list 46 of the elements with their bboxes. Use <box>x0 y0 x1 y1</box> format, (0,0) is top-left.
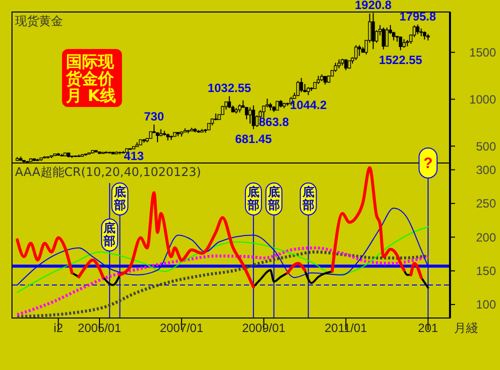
y-tick-label: 300 <box>476 162 496 177</box>
ref-line-label: 底部 <box>301 185 314 212</box>
x-tick-label: 2009/01 <box>242 321 286 335</box>
y-tick-label: 1000 <box>469 92 496 106</box>
candlestick <box>385 27 389 47</box>
annotation: 681.45 <box>235 132 272 146</box>
annotation: 730 <box>144 110 164 124</box>
candlestick <box>244 106 248 120</box>
annotation: 国际现货金价月 K线 <box>65 52 116 105</box>
x-axis-title: 月綫 <box>454 321 478 335</box>
chart-title: 现货黄金 <box>15 14 63 28</box>
candlestick <box>358 44 362 56</box>
annotation: 413 <box>124 149 144 163</box>
candlestick <box>252 104 256 130</box>
y-tick-label: 1500 <box>469 46 496 60</box>
y-tick-label: 200 <box>476 230 496 244</box>
annotation: 1920.8 <box>354 0 392 12</box>
ref-line-label: 底部 <box>246 185 260 212</box>
candlestick <box>296 80 300 97</box>
annotation: 1032.55 <box>208 81 252 96</box>
x-tick-label: 2005/01 <box>78 321 122 335</box>
annotation: 1522.55 <box>378 53 423 68</box>
y-tick-label: 150 <box>476 264 496 278</box>
candlestick <box>416 24 420 35</box>
candlestick <box>276 100 279 111</box>
ref-line-label: 底部 <box>266 185 280 212</box>
ref-line-label: ? <box>423 155 433 172</box>
y-tick-label: 100 <box>476 298 496 312</box>
annotation: 863.8 <box>258 115 290 129</box>
x-tick-label: 201 <box>418 321 438 335</box>
candlestick <box>398 36 402 51</box>
chart-title: AAA超能CR(10,20,40,1020123) <box>15 165 202 179</box>
candlestick <box>412 24 416 38</box>
annotation: 1795.8 <box>399 10 436 24</box>
ref-line-label: 底部 <box>112 185 126 212</box>
ref-line-label: 底部 <box>102 221 116 248</box>
x-tick-label: 2007/01 <box>160 321 204 335</box>
candlestick <box>300 77 303 93</box>
y-tick-label: 250 <box>476 196 496 211</box>
y-tick-label: 500 <box>476 139 496 154</box>
candlestick <box>382 27 386 50</box>
x-tick-label: i2 <box>54 321 64 335</box>
candlestick <box>228 96 232 109</box>
candlestick <box>354 44 358 61</box>
x-tick-label: 2011/01 <box>324 321 368 335</box>
annotation: 1044.2 <box>290 98 327 112</box>
